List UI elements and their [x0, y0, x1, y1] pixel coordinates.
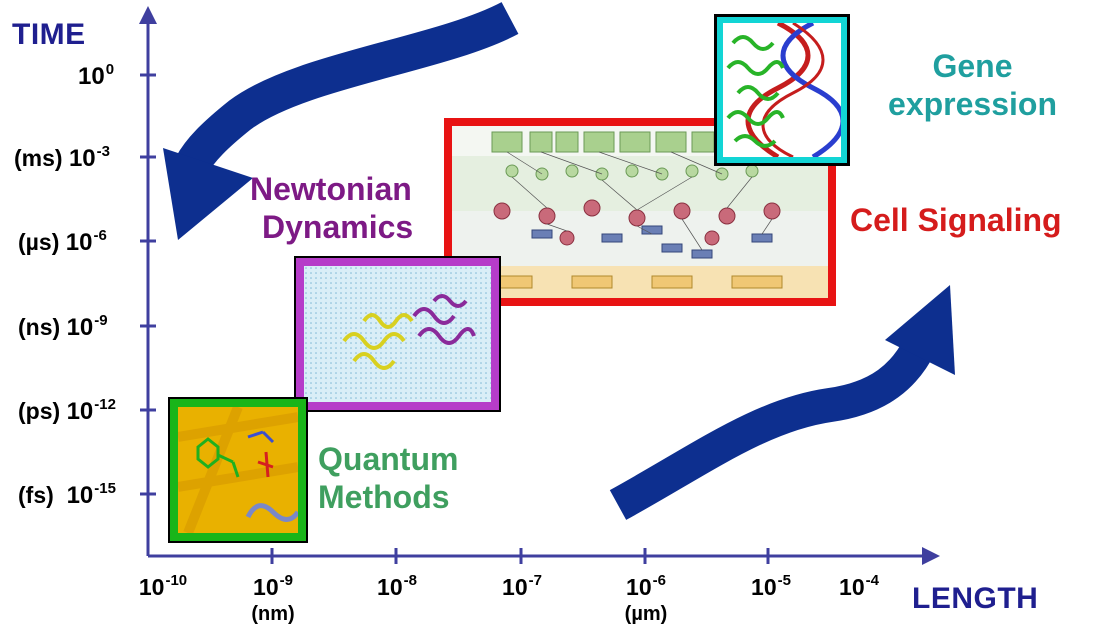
x-tick-label: 10-7	[502, 572, 542, 600]
quantum-line1: Quantum	[318, 441, 459, 477]
y-tick-label: (ms) 10-3	[14, 143, 110, 172]
x-tick-label: 10-8	[377, 572, 417, 600]
y-tick-label: (ns) 10-9	[18, 312, 108, 341]
x-tick-sublabel: (µm)	[624, 603, 668, 625]
x-axis-arrowhead	[922, 547, 940, 565]
gene-expression-label: Gene expression	[865, 47, 1080, 123]
y-tick-label: (ps) 10-12	[18, 396, 116, 425]
x-axis-title: LENGTH	[912, 582, 1039, 615]
x-tick-label: 10-6	[626, 572, 666, 600]
y-tick-marks	[140, 73, 156, 496]
quantum-methods-image	[168, 397, 308, 543]
newtonian-dynamics-image	[294, 256, 501, 412]
quantum-line2: Methods	[318, 479, 450, 515]
y-tick-label: (µs) 10-6	[18, 227, 107, 256]
y-tick-label: (fs) 10-15	[18, 480, 116, 509]
protein-water-image	[304, 266, 491, 402]
newtonian-line2: Dynamics	[262, 209, 414, 245]
molecule-image	[178, 407, 298, 533]
y-axis-arrowhead	[139, 6, 157, 24]
dna-protein-image	[723, 23, 841, 157]
y-axis-title: TIME	[12, 18, 86, 51]
x-tick-label: 10-10	[138, 572, 188, 600]
quantum-methods-label: Quantum Methods	[318, 440, 458, 516]
x-tick-marks	[270, 548, 770, 564]
newtonian-dynamics-label: Newtonian Dynamics	[250, 170, 413, 246]
x-tick-label: 10-4	[839, 572, 879, 600]
gene-line2: expression	[888, 86, 1057, 122]
y-tick-label: 100	[78, 61, 115, 90]
x-tick-sublabel: (nm)	[251, 603, 295, 625]
newtonian-line1: Newtonian	[250, 171, 412, 207]
cell-signaling-label: Cell Signaling	[850, 202, 1062, 238]
x-tick-label: 10-9	[253, 572, 293, 600]
gene-line1: Gene	[932, 48, 1013, 84]
gene-expression-image	[714, 14, 850, 166]
x-tick-label: 10-5	[751, 572, 791, 600]
